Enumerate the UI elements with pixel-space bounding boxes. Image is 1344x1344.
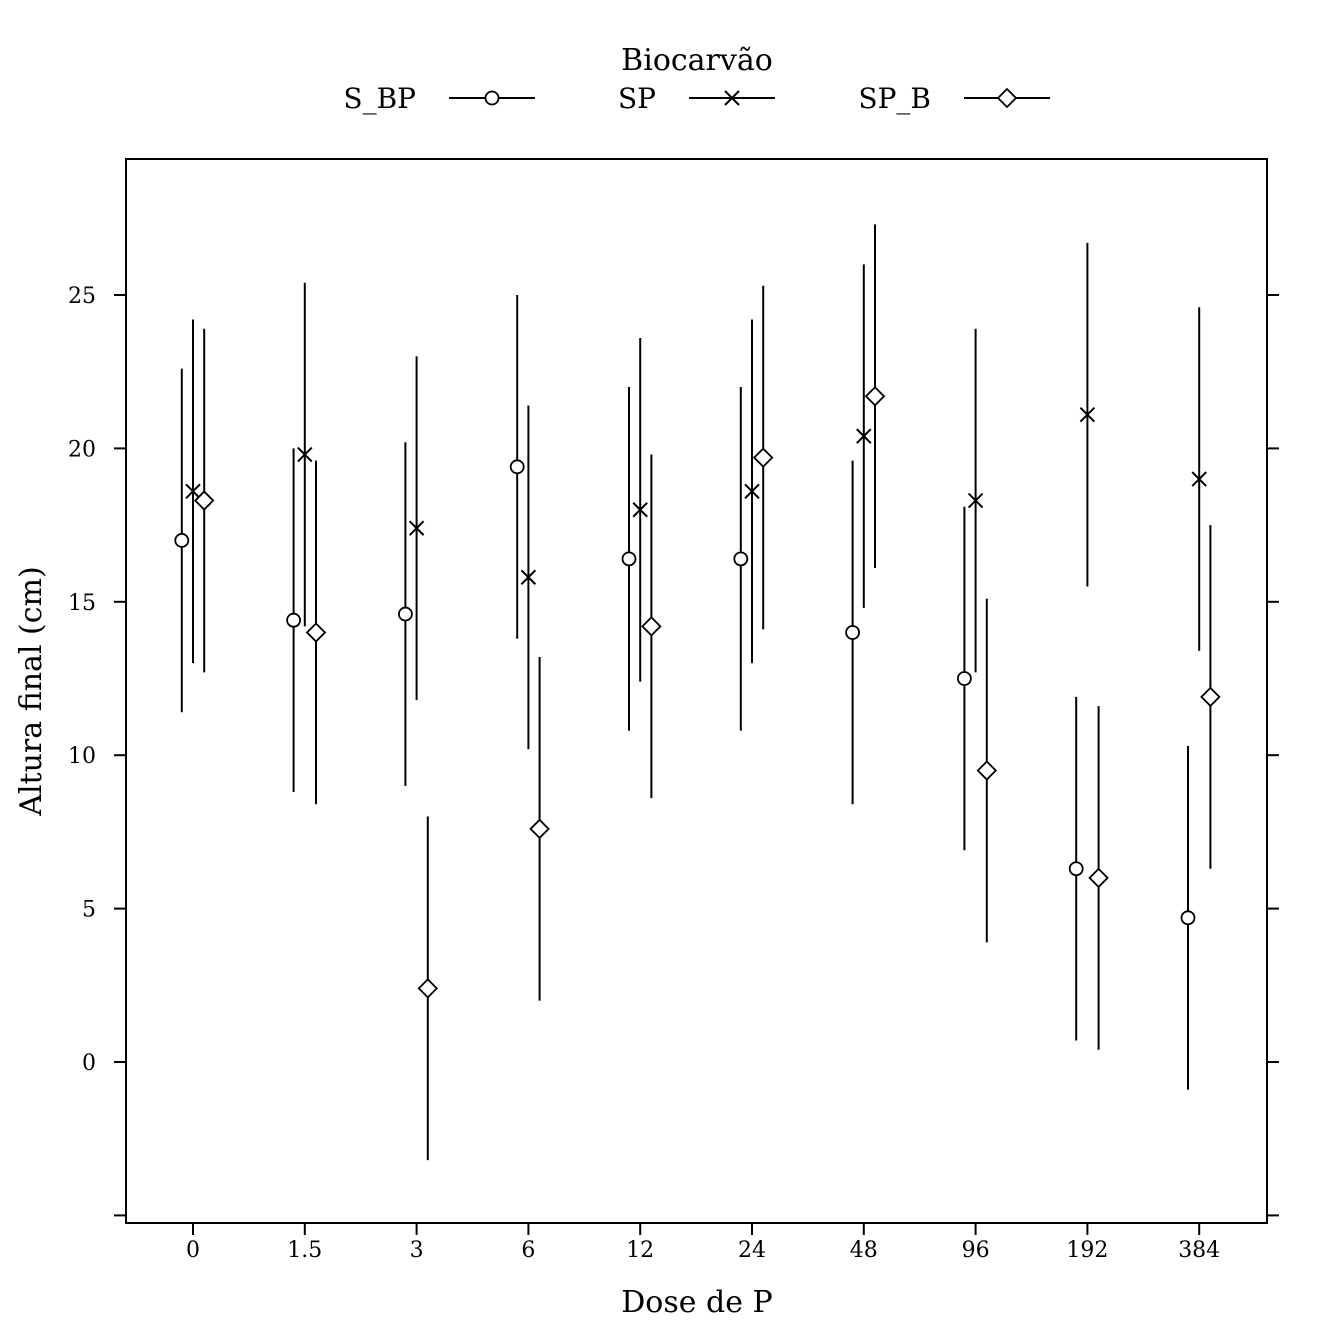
data-point [185, 483, 201, 500]
data-point [297, 446, 313, 463]
x-tick-label: 6 [521, 1238, 535, 1263]
data-point [621, 551, 637, 567]
data-point [1088, 867, 1109, 889]
legend-marker [996, 87, 1018, 109]
data-point [641, 616, 662, 637]
data-point [1079, 406, 1096, 423]
series-layer [174, 224, 1221, 1161]
legend-label: SP_B [858, 82, 931, 115]
data-point [733, 551, 749, 567]
legend-item-s-bp: S_BP [343, 82, 535, 115]
y-axis: 0 5 10 15 20 25 [68, 284, 1279, 1217]
data-point [1068, 861, 1084, 877]
data-point [864, 385, 886, 407]
x-tick-label: 12 [626, 1238, 654, 1263]
data-point [845, 625, 860, 640]
data-point [520, 569, 537, 585]
x-tick-label: 96 [962, 1238, 990, 1263]
x-tick-label: 1.5 [287, 1238, 322, 1263]
legend-items: S_BP SP SP_B [343, 82, 1050, 115]
series-sp-b [193, 224, 1221, 1161]
x-tick-label: 0 [186, 1238, 200, 1263]
y-tick-label: 10 [68, 744, 96, 769]
plot-frame [125, 158, 1268, 1224]
series-sp [185, 242, 1207, 750]
data-point [1200, 686, 1221, 708]
data-point [856, 428, 872, 444]
data-point [174, 533, 190, 548]
legend-item-sp-b: SP_B [858, 82, 1050, 115]
y-axis-title: Altura final (cm) [14, 566, 49, 816]
data-point [408, 520, 425, 536]
x-tick-label: 48 [850, 1238, 878, 1263]
x-axis-title: Dose de P [621, 1285, 772, 1320]
y-tick-label: 20 [68, 437, 96, 462]
data-point [305, 622, 327, 643]
legend: Biocarvão S_BP SP SP_B [343, 43, 1050, 115]
legend-item-sp: SP [618, 82, 775, 115]
data-point [1180, 910, 1196, 926]
x-tick-label: 3 [410, 1238, 424, 1263]
data-point [752, 447, 774, 468]
y-tick-label: 0 [82, 1051, 96, 1076]
data-point [417, 978, 439, 999]
data-point [957, 671, 972, 686]
data-point [632, 502, 648, 518]
legend-title: Biocarvão [621, 43, 773, 78]
y-tick-label: 25 [68, 284, 96, 309]
data-point [286, 612, 302, 628]
x-tick-label: 192 [1066, 1238, 1108, 1263]
x-tick-label: 24 [738, 1238, 766, 1263]
data-point [967, 492, 984, 509]
data-point [509, 459, 525, 475]
legend-marker [484, 90, 500, 106]
x-axis: 0 1.5 3 6 12 24 48 96 192 384 [186, 1223, 1220, 1263]
data-point [397, 606, 413, 622]
data-point [744, 483, 760, 500]
data-point [193, 490, 215, 511]
legend-label: S_BP [343, 82, 416, 115]
legend-label: SP [618, 82, 656, 115]
data-point [976, 760, 998, 781]
y-tick-label: 5 [82, 898, 96, 923]
y-tick-label: 15 [68, 591, 96, 616]
data-point [529, 818, 550, 840]
series-s-bp [174, 295, 1196, 1090]
x-tick-label: 384 [1178, 1238, 1220, 1263]
legend-marker [724, 90, 740, 106]
data-point [1191, 471, 1207, 487]
